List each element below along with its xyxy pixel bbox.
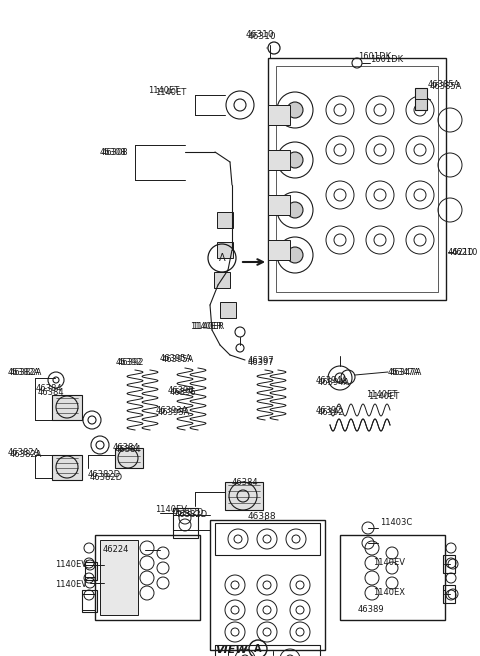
Text: A: A bbox=[219, 253, 225, 263]
Bar bbox=[210, 520, 325, 650]
Text: 46384: 46384 bbox=[36, 384, 62, 393]
Bar bbox=[52, 455, 82, 480]
Text: 1140ET: 1140ET bbox=[148, 86, 179, 95]
Bar bbox=[220, 302, 236, 318]
Text: 46308: 46308 bbox=[102, 148, 129, 157]
Text: 46210: 46210 bbox=[452, 248, 479, 257]
Text: 1140ER: 1140ER bbox=[192, 322, 224, 331]
Text: 1140ET: 1140ET bbox=[366, 390, 397, 399]
Text: 46310: 46310 bbox=[246, 30, 275, 39]
Bar bbox=[173, 508, 198, 538]
Text: 46392: 46392 bbox=[318, 408, 345, 417]
Text: 46397: 46397 bbox=[248, 358, 275, 367]
Circle shape bbox=[287, 152, 303, 168]
Bar bbox=[217, 212, 233, 228]
Bar bbox=[443, 555, 455, 573]
Bar bbox=[100, 540, 138, 615]
Text: 1140ET: 1140ET bbox=[368, 392, 399, 401]
Circle shape bbox=[287, 202, 303, 218]
Bar bbox=[268, 58, 446, 300]
Text: 46382A: 46382A bbox=[8, 368, 40, 377]
Text: 46392: 46392 bbox=[118, 358, 144, 367]
Bar bbox=[268, 105, 290, 125]
Text: 46382D: 46382D bbox=[90, 473, 123, 482]
Text: 46308: 46308 bbox=[100, 148, 127, 157]
Text: 46385A: 46385A bbox=[430, 82, 462, 91]
Text: 46393A: 46393A bbox=[156, 406, 188, 415]
Text: 46396: 46396 bbox=[170, 388, 197, 397]
Text: 46384: 46384 bbox=[113, 443, 140, 452]
Circle shape bbox=[287, 247, 303, 263]
Bar bbox=[276, 66, 438, 292]
Bar bbox=[215, 645, 320, 656]
Bar bbox=[268, 240, 290, 260]
Text: 1140ER: 1140ER bbox=[190, 322, 222, 331]
Bar bbox=[443, 585, 455, 603]
Bar bbox=[340, 535, 445, 620]
Circle shape bbox=[287, 102, 303, 118]
Text: 46394A: 46394A bbox=[318, 378, 350, 387]
Text: 1601DK: 1601DK bbox=[370, 55, 403, 64]
Text: 46395A: 46395A bbox=[160, 354, 192, 363]
Bar bbox=[217, 242, 233, 258]
Text: 46210: 46210 bbox=[448, 248, 474, 257]
Text: 46382D: 46382D bbox=[173, 508, 204, 517]
Text: 46382D: 46382D bbox=[175, 510, 208, 519]
Text: 46224: 46224 bbox=[103, 545, 130, 554]
Text: 46347A: 46347A bbox=[388, 368, 420, 377]
Text: 46384: 46384 bbox=[232, 478, 259, 487]
Bar bbox=[82, 590, 97, 612]
Text: 1601DK: 1601DK bbox=[358, 52, 391, 61]
Text: 46382D: 46382D bbox=[88, 470, 121, 479]
Text: 46393A: 46393A bbox=[158, 408, 191, 417]
Text: 46392: 46392 bbox=[116, 358, 143, 367]
Text: 1140EV: 1140EV bbox=[55, 580, 87, 589]
Text: 46394A: 46394A bbox=[316, 376, 348, 385]
Text: 46389: 46389 bbox=[358, 605, 384, 614]
Text: 46384: 46384 bbox=[115, 445, 142, 454]
Bar bbox=[115, 448, 143, 468]
Text: 1140ET: 1140ET bbox=[155, 88, 186, 97]
Text: 46396: 46396 bbox=[168, 386, 194, 395]
Bar bbox=[214, 272, 230, 288]
Text: 1140EV: 1140EV bbox=[155, 505, 187, 514]
Text: 11403C: 11403C bbox=[380, 518, 412, 527]
Text: A: A bbox=[254, 644, 262, 654]
Text: 1140EV: 1140EV bbox=[373, 558, 405, 567]
Text: VIEW: VIEW bbox=[215, 645, 248, 655]
Text: 46397: 46397 bbox=[248, 356, 275, 365]
Text: 1140EV: 1140EV bbox=[55, 560, 87, 569]
Text: 46388: 46388 bbox=[248, 512, 276, 521]
Text: 46347A: 46347A bbox=[390, 368, 422, 377]
Text: 46385A: 46385A bbox=[428, 80, 460, 89]
Bar bbox=[268, 150, 290, 170]
Text: 46382A: 46382A bbox=[10, 450, 42, 459]
Bar bbox=[85, 562, 97, 580]
Bar bbox=[415, 88, 427, 110]
Text: 46382A: 46382A bbox=[10, 368, 42, 377]
Bar bbox=[95, 535, 200, 620]
Text: 46310: 46310 bbox=[248, 32, 276, 41]
Text: 46395A: 46395A bbox=[162, 355, 194, 364]
Bar bbox=[225, 482, 263, 510]
Text: 46382A: 46382A bbox=[8, 448, 40, 457]
Text: 1140EX: 1140EX bbox=[373, 588, 405, 597]
Text: 46384: 46384 bbox=[38, 388, 65, 397]
Bar bbox=[268, 195, 290, 215]
Text: 46392: 46392 bbox=[316, 406, 343, 415]
Bar bbox=[52, 395, 82, 420]
Bar bbox=[215, 523, 320, 555]
